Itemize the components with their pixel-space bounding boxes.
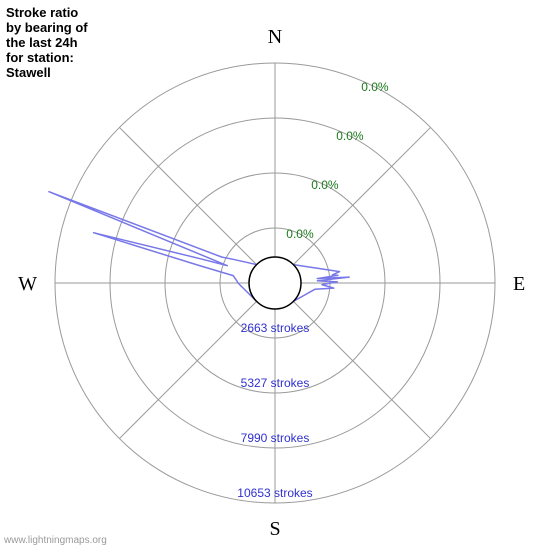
svg-text:N: N [268,26,282,48]
svg-text:0.0%: 0.0% [336,129,364,143]
svg-text:2663 strokes: 2663 strokes [241,321,310,335]
svg-text:10653 strokes: 10653 strokes [237,486,312,500]
svg-text:0.0%: 0.0% [361,80,389,94]
chart-container: Stroke ratio by bearing of the last 24h … [0,0,550,550]
svg-text:0.0%: 0.0% [311,178,339,192]
svg-text:0.0%: 0.0% [286,227,314,241]
svg-text:E: E [513,273,525,295]
polar-chart: N E S W 0.0% 0.0% 0.0% 0.0% 2663 strokes 5327 str… [0,0,550,550]
svg-text:W: W [18,273,37,295]
footer-credit: www.lightningmaps.org [4,535,107,546]
svg-text:5327 strokes: 5327 strokes [241,376,310,390]
svg-text:S: S [269,518,280,540]
svg-text:7990 strokes: 7990 strokes [241,431,310,445]
